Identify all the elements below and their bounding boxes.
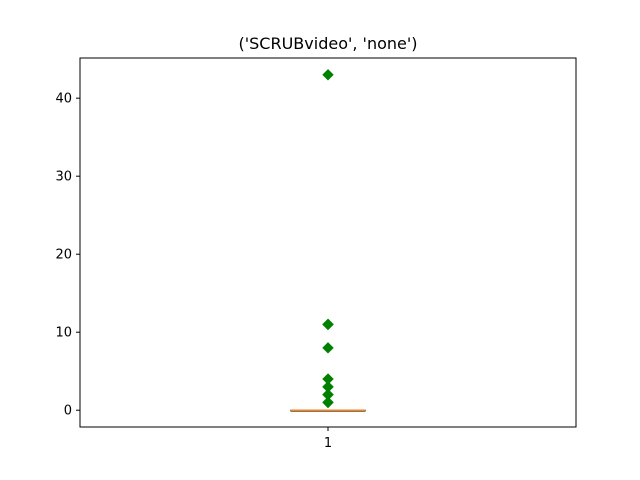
outlier-point xyxy=(322,69,334,81)
y-tick-label: 10 xyxy=(55,326,72,341)
y-tick-label: 20 xyxy=(55,248,72,263)
x-axis: 1 xyxy=(324,427,332,451)
outlier-points xyxy=(322,69,334,409)
outlier-point xyxy=(322,342,334,354)
y-tick-label: 30 xyxy=(55,170,72,185)
x-tick-label: 1 xyxy=(324,436,332,451)
outlier-point xyxy=(322,396,334,409)
plot-area xyxy=(79,57,577,428)
outlier-point xyxy=(322,318,334,331)
outlier-point xyxy=(322,373,334,385)
y-axis: 0 10 20 30 40 xyxy=(55,92,80,419)
box-plot xyxy=(290,409,366,412)
outlier-point xyxy=(322,388,334,401)
y-tick-label: 0 xyxy=(64,404,72,419)
chart-title: ('SCRUBvideo', 'none') xyxy=(239,34,418,53)
outlier-point xyxy=(322,381,334,393)
y-tick-label: 40 xyxy=(55,92,72,107)
